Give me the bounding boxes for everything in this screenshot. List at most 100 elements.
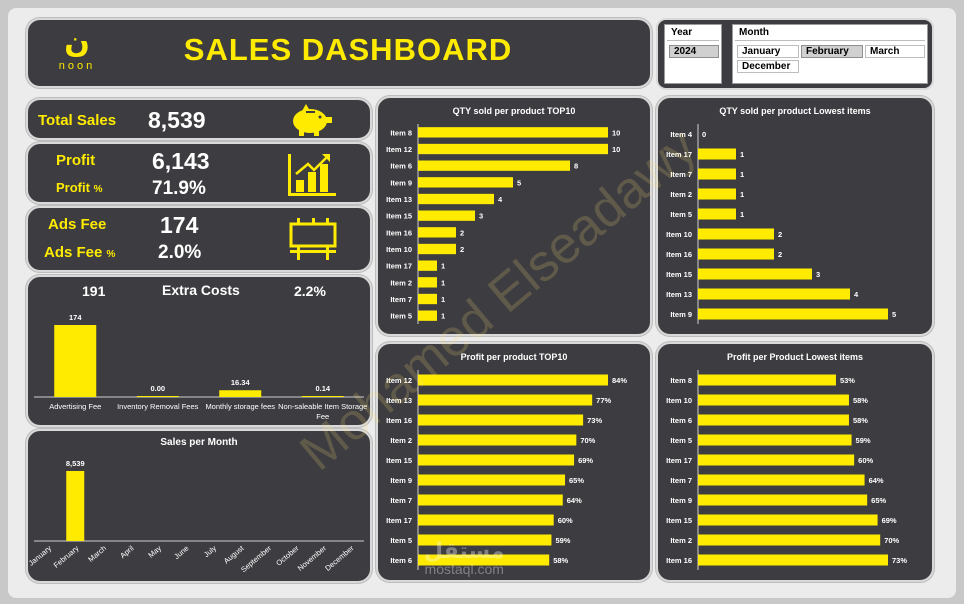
profit-lowest-value-item-9: 65% — [871, 496, 886, 505]
profit-top10-category-item-2: Item 2 — [390, 436, 412, 445]
qty-top10-bar-item-9 — [418, 177, 513, 188]
qty-lowest-value-item-2: 1 — [740, 190, 744, 199]
profit-percent-label: Profit % — [56, 180, 102, 195]
profit-top10-bar-item-13 — [418, 394, 593, 406]
qty-lowest-value-item-10: 2 — [778, 230, 782, 239]
qty-top10-card: QTY sold per product TOP10 Item 8 10 Item … — [376, 96, 652, 336]
profit-top10-bar-item-9 — [418, 474, 566, 486]
year-option-2024[interactable]: 2024 — [669, 45, 719, 58]
ads-fee-value: 174 — [160, 212, 199, 238]
qty-top10-category-item-2: Item 2 — [390, 278, 412, 287]
sales-per-month-category-may: May — [146, 543, 163, 559]
profit-lowest-category-item-8: Item 8 — [670, 376, 692, 385]
kpi-ads-fee: Ads Fee 174 Ads Fee % 2.0% — [26, 206, 372, 272]
year-slicer-title: Year — [667, 25, 719, 41]
sales-per-month-category-february: February — [52, 543, 81, 569]
qty-top10-category-item-16: Item 16 — [386, 228, 412, 237]
profit-lowest-category-item-15: Item 15 — [666, 516, 692, 525]
profit-top10-category-item-13: Item 13 — [386, 396, 412, 405]
profit-top10-value-item-12: 84% — [612, 376, 627, 385]
month-option-february[interactable]: February — [801, 45, 863, 58]
profit-lowest-category-item-9: Item 9 — [670, 496, 692, 505]
qty-lowest-category-item-7: Item 7 — [670, 170, 692, 179]
month-option-january[interactable]: January — [737, 45, 799, 58]
profit-top10-value-item-17: 60% — [558, 516, 573, 525]
qty-top10-bar-item-15 — [418, 210, 475, 221]
extra-costs-bar-advertising-fee — [54, 325, 97, 397]
month-slicer: Month January February March December — [732, 24, 928, 84]
qty-top10-value-item-12: 10 — [612, 145, 620, 154]
profit-lowest-value-item-15: 69% — [882, 516, 897, 525]
qty-lowest-value-item-5: 1 — [740, 210, 744, 219]
month-option-march[interactable]: March — [865, 45, 925, 58]
profit-top10-category-item-5: Item 5 — [390, 536, 412, 545]
extra-costs-value-advertising-fee: 174 — [69, 313, 82, 322]
qty-top10-bar-item-5 — [418, 310, 437, 321]
qty-lowest-value-item-7: 1 — [740, 170, 744, 179]
sales-per-month-category-june: June — [172, 544, 190, 561]
qty-lowest-value-item-13: 4 — [854, 290, 859, 299]
qty-lowest-chart: Item 4 0 Item 17 1 Item 7 1 Item 2 1 Item 5 1 Item… — [666, 124, 896, 324]
profit-top10-bar-item-5 — [418, 534, 552, 546]
qty-top10-bar-item-13 — [418, 193, 494, 205]
qty-top10-bar-item-2 — [418, 277, 437, 288]
profit-top10-title: Profit per product TOP10 — [460, 352, 568, 362]
sales-per-month-value-february: 8,539 — [66, 459, 85, 468]
qty-lowest-category-item-17: Item 17 — [666, 150, 692, 159]
qty-top10-category-item-7: Item 7 — [390, 295, 412, 304]
profit-lowest-category-item-16: Item 16 — [666, 556, 692, 565]
total-sales-value: 8,539 — [148, 107, 206, 133]
month-option-december[interactable]: December — [737, 60, 799, 73]
qty-top10-category-item-15: Item 15 — [386, 212, 412, 221]
profit-top10-value-item-6: 58% — [553, 556, 568, 565]
qty-top10-value-item-15: 3 — [479, 212, 483, 221]
noon-logo: ن noon — [38, 26, 116, 82]
profit-top10-category-item-7: Item 7 — [390, 496, 412, 505]
qty-lowest-bar-item-13 — [698, 288, 850, 300]
extra-costs-chart: 174 Advertising Fee 0.00 Inventory Removal … — [34, 313, 367, 421]
total-sales-label: Total Sales — [38, 112, 117, 129]
page-title: SALES DASHBOARD — [183, 32, 513, 67]
noon-logo-text: noon — [58, 60, 96, 72]
sales-per-month-bar-february — [66, 470, 85, 541]
profit-lowest-bar-item-15 — [698, 514, 878, 526]
noon-logo-glyph: ن — [64, 26, 90, 59]
qty-top10-title: QTY sold per product TOP10 — [452, 106, 576, 116]
qty-lowest-bar-item-16 — [698, 248, 774, 260]
profit-top10-category-item-15: Item 15 — [386, 456, 412, 465]
ads-fee-label: Ads Fee — [48, 216, 107, 233]
billboard-icon — [289, 218, 337, 260]
qty-top10-chart: Item 8 10 Item 12 10 Item 6 8 Item 9 5 Item 13 4 I… — [386, 124, 620, 324]
qty-top10-bar-item-6 — [418, 160, 570, 171]
profit-lowest-bar-item-7 — [698, 474, 865, 486]
profit-top10-value-item-13: 77% — [596, 396, 611, 405]
profit-lowest-value-item-7: 64% — [869, 476, 884, 485]
profit-top10-value-item-16: 73% — [587, 416, 602, 425]
profit-value: 6,143 — [152, 148, 210, 174]
profit-lowest-chart: Item 8 53% Item 10 58% Item 6 58% Item 5 59% Ite… — [666, 370, 907, 570]
qty-top10-value-item-8: 10 — [612, 128, 620, 137]
extra-costs-bar-inventory-removal-fees — [136, 396, 179, 397]
qty-top10-bar-item-17 — [418, 260, 437, 271]
qty-lowest-card: QTY sold per product Lowest items Item 4… — [656, 96, 934, 336]
sales-per-month-category-august: August — [222, 543, 246, 565]
profit-lowest-bar-item-16 — [698, 554, 888, 566]
qty-lowest-bar-item-7 — [698, 168, 736, 180]
month-slicer-title: Month — [735, 25, 925, 41]
profit-top10-card: Profit per product TOP10 Item 12 84% Item … — [376, 342, 652, 582]
kpi-profit: Profit 6,143 Profit % 71.9% — [26, 142, 372, 204]
sales-per-month-chart: January 8,539 February March April May June Jul… — [28, 459, 364, 574]
profit-lowest-bar-item-8 — [698, 374, 836, 386]
extra-costs-category-non-saleable-item-storage-fee: Non-saleable Item Storage — [278, 402, 367, 411]
extra-costs-bar-non-saleable-item-storage-fee — [301, 396, 344, 397]
profit-top10-bar-item-17 — [418, 514, 554, 526]
sales-per-month-category-april: April — [118, 543, 136, 560]
ads-fee-percent-value: 2.0% — [158, 242, 202, 263]
extra-costs-category-advertising-fee: Advertising Fee — [49, 402, 101, 411]
sales-per-month-category-september: September — [239, 543, 273, 574]
extra-costs-value-inventory-removal-fees: 0.00 — [150, 384, 165, 393]
ads-fee-percent-label-text: Ads Fee — [44, 244, 103, 261]
profit-percent-value: 71.9% — [152, 178, 206, 199]
piggy-bank-icon — [293, 104, 332, 136]
profit-top10-bar-item-12 — [418, 374, 608, 386]
